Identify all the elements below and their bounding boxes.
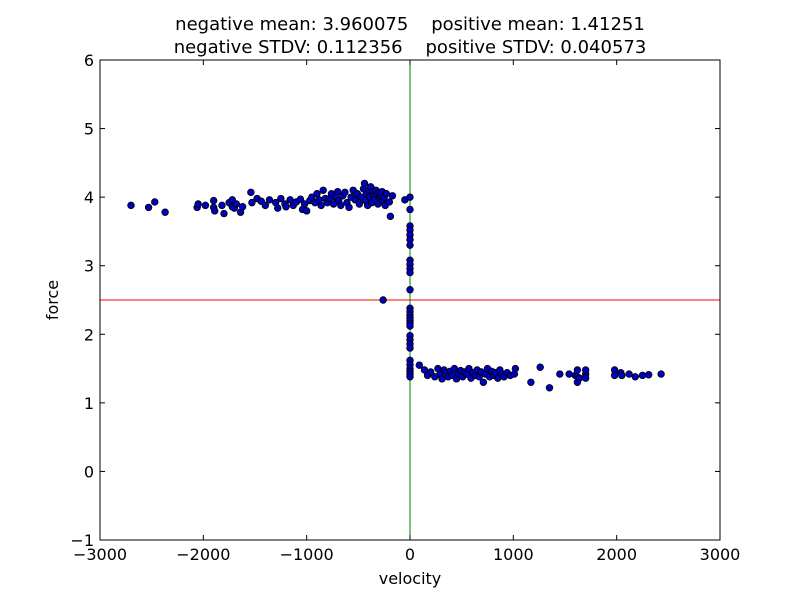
y-tick-label: 6 <box>84 51 94 70</box>
y-tick-label: 3 <box>84 257 94 276</box>
data-point <box>573 366 582 374</box>
y-axis-label: force <box>43 280 62 320</box>
data-point <box>341 188 349 197</box>
data-point <box>581 366 590 374</box>
data-point <box>296 195 305 203</box>
data-point <box>479 378 488 386</box>
x-tick-label: 1000 <box>493 545 534 564</box>
data-point <box>406 322 414 330</box>
data-point <box>238 203 247 211</box>
data-point <box>247 188 255 197</box>
data-point <box>151 198 159 206</box>
data-point <box>406 268 414 277</box>
data-point <box>385 198 394 206</box>
y-tick-label: 2 <box>84 325 94 344</box>
data-point <box>545 384 554 392</box>
x-tick-label: 2000 <box>596 545 637 564</box>
data-point <box>265 196 274 204</box>
data-point <box>360 179 369 188</box>
data-point <box>345 203 353 212</box>
y-tick-label: −1 <box>70 531 94 550</box>
y-tick-label: 5 <box>84 120 94 139</box>
data-point <box>388 192 397 200</box>
data-point <box>438 375 446 383</box>
y-tick-label: 0 <box>84 462 94 481</box>
data-point <box>536 363 544 371</box>
data-point <box>337 201 345 210</box>
chart-title-line-2: negative STDV: 0.112356 positive STDV: 0… <box>174 37 647 58</box>
data-point <box>556 370 564 378</box>
data-point <box>575 374 584 382</box>
data-points <box>127 179 665 392</box>
x-tick-label: −2000 <box>176 545 230 564</box>
data-point <box>511 364 520 373</box>
data-point <box>248 198 256 207</box>
data-point <box>308 193 316 201</box>
data-point <box>657 370 665 378</box>
x-axis-label: velocity <box>379 569 442 588</box>
x-axis-ticks: −3000 −2000 −1000 0 1000 2000 3000 <box>73 60 740 564</box>
data-point <box>302 207 311 215</box>
x-tick-label: 3000 <box>700 545 741 564</box>
data-point <box>355 200 364 208</box>
reference-lines <box>100 60 720 540</box>
data-point <box>638 371 647 380</box>
data-point <box>220 209 228 218</box>
data-point <box>625 370 633 378</box>
data-point <box>645 371 653 379</box>
data-point <box>210 207 219 215</box>
data-point <box>329 200 338 208</box>
data-point <box>282 203 290 211</box>
data-point <box>300 200 309 208</box>
chart-title-line-1: negative mean: 3.960075 positive mean: 1… <box>175 14 645 35</box>
data-point <box>406 241 414 249</box>
data-point <box>379 296 387 304</box>
data-point <box>201 201 210 210</box>
y-tick-label: 4 <box>84 188 94 207</box>
data-point <box>581 374 590 382</box>
data-point <box>277 194 285 203</box>
data-point <box>386 212 395 221</box>
data-point <box>382 190 390 198</box>
data-point <box>527 378 535 386</box>
data-point <box>406 373 414 381</box>
data-point <box>127 201 135 210</box>
data-point <box>319 186 327 194</box>
data-point <box>618 371 626 380</box>
data-point <box>406 193 414 201</box>
x-tick-label: −1000 <box>280 545 334 564</box>
x-tick-label: 0 <box>405 545 415 564</box>
data-point <box>426 368 435 376</box>
data-point <box>261 201 270 210</box>
data-point <box>415 361 423 369</box>
y-axis-ticks: −1 0 1 2 3 4 5 6 <box>70 51 720 550</box>
data-point <box>565 370 573 378</box>
data-point <box>274 204 282 212</box>
data-point <box>218 201 226 210</box>
data-point <box>209 196 218 205</box>
data-point <box>406 205 414 214</box>
data-point <box>333 187 342 196</box>
data-point <box>406 344 414 352</box>
data-point <box>631 373 639 381</box>
data-point <box>317 201 325 210</box>
x-tick-label: −3000 <box>73 545 127 564</box>
data-point <box>232 200 241 208</box>
data-point <box>194 200 202 208</box>
data-point <box>161 208 169 216</box>
data-point <box>406 286 414 294</box>
y-tick-label: 1 <box>84 394 94 413</box>
data-point <box>144 203 153 212</box>
data-point <box>610 371 619 380</box>
data-point <box>313 190 321 198</box>
